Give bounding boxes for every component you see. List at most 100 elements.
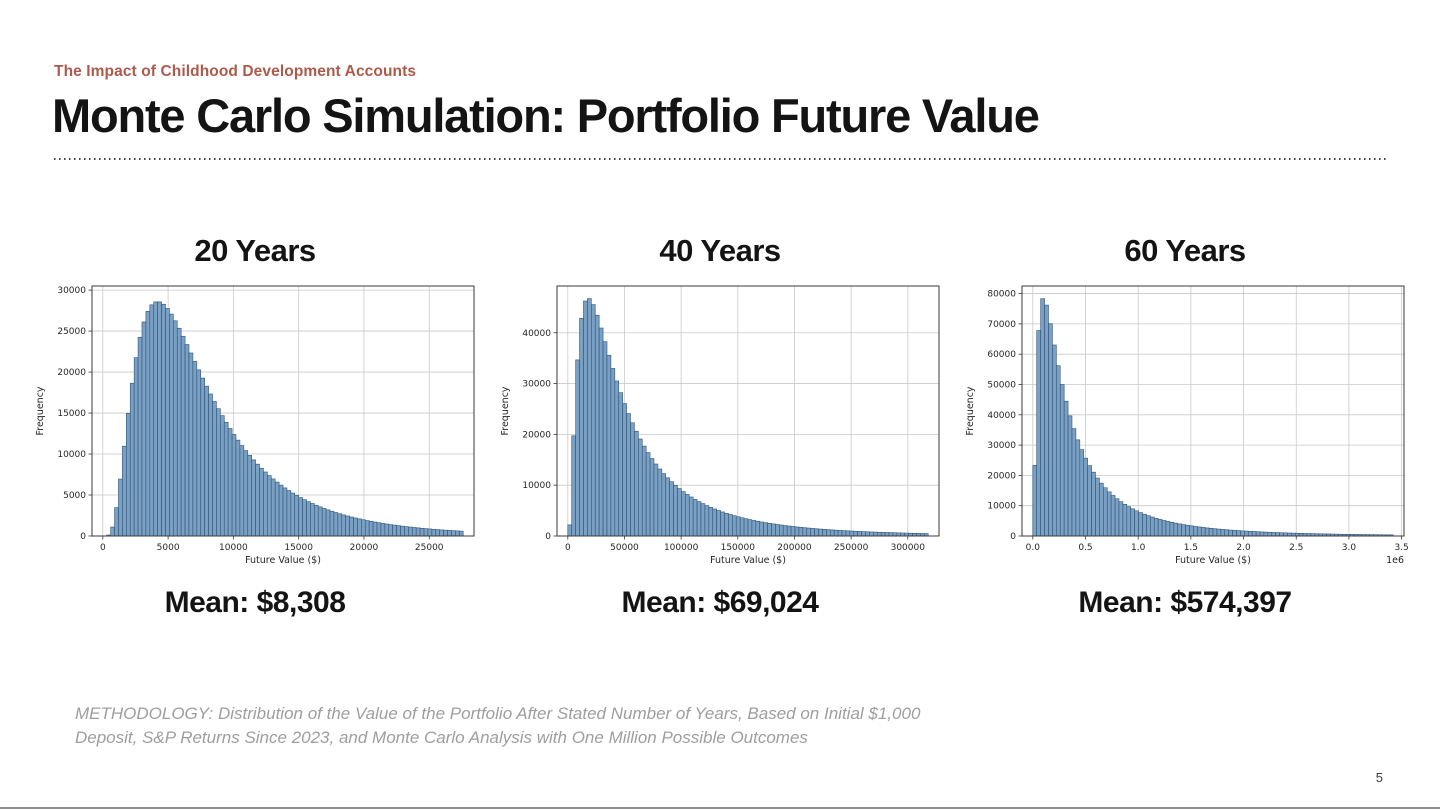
svg-text:70000: 70000	[987, 320, 1016, 330]
histogram-bar	[853, 530, 858, 537]
svg-text:50000: 50000	[987, 380, 1016, 390]
histogram-bar	[1224, 529, 1229, 537]
histogram-bar	[368, 521, 374, 537]
histogram-bar	[353, 517, 358, 537]
histogram-bar	[1146, 515, 1151, 537]
histogram-bar	[376, 522, 382, 537]
histogram-bar	[630, 422, 635, 537]
histogram-bar	[810, 528, 815, 537]
histogram-bar	[114, 507, 119, 537]
chart-mean-label: Mean: $8,308	[164, 586, 346, 619]
histogram-bar	[337, 513, 343, 537]
histogram-bar	[606, 354, 612, 537]
histogram-bar	[435, 529, 440, 537]
histogram-bar	[145, 311, 151, 537]
histogram-bar	[1040, 298, 1045, 537]
histogram-bar	[263, 471, 268, 537]
histogram-bar	[314, 504, 319, 537]
svg-text:150000: 150000	[721, 543, 756, 553]
histogram-bar	[594, 314, 600, 537]
histogram-bar	[1247, 531, 1253, 537]
histogram-bar	[861, 531, 866, 537]
histogram-bar	[802, 527, 808, 537]
svg-text:20000: 20000	[57, 368, 86, 378]
svg-text:300000: 300000	[891, 543, 926, 553]
methodology-note: METHODOLOGY: Distribution of the Value o…	[75, 704, 921, 748]
svg-text:100000: 100000	[664, 543, 699, 553]
svg-text:30000: 30000	[522, 380, 551, 390]
histogram-bar	[1138, 512, 1143, 537]
histogram-bar	[779, 524, 784, 537]
histogram-bar	[208, 393, 213, 537]
histogram-bar	[888, 532, 894, 537]
histogram-bar	[223, 421, 229, 537]
histogram-bar	[247, 455, 252, 537]
histogram-bar	[220, 415, 225, 537]
svg-text:10000: 10000	[219, 543, 248, 553]
histogram-bar	[1087, 465, 1092, 537]
histogram-bar	[290, 492, 296, 537]
histogram-bar	[673, 484, 678, 537]
histogram-bar	[790, 526, 796, 537]
histogram-bar	[677, 488, 682, 537]
chart-block: 60 Years 0.0 0.5 1.0 1.5 2.0 2.5 3.0 3.5 0 10000 20…	[960, 232, 1410, 620]
histogram-bar	[829, 529, 835, 537]
dotted-divider	[54, 158, 1386, 160]
svg-text:20000: 20000	[522, 430, 551, 440]
histogram-bar	[739, 517, 745, 537]
histogram-bar	[423, 528, 429, 537]
histogram-bar	[771, 523, 776, 537]
histogram-bar	[712, 508, 717, 537]
histogram-bar	[341, 514, 346, 537]
histogram-bar	[415, 527, 421, 537]
histogram-bar	[614, 380, 620, 537]
histogram-bar	[1110, 495, 1116, 537]
svg-text:2.5: 2.5	[1289, 543, 1303, 553]
svg-text:10000: 10000	[57, 450, 86, 460]
histogram-bar	[267, 475, 272, 537]
histogram-bar	[641, 445, 647, 537]
histogram-bar	[274, 481, 280, 537]
histogram-bar	[657, 468, 663, 537]
histogram-bar	[259, 467, 264, 537]
histogram-bar	[661, 473, 667, 537]
histogram-bar	[388, 524, 393, 537]
histogram-bar	[1044, 304, 1049, 537]
histogram-bar	[767, 523, 772, 537]
svg-text:30000: 30000	[987, 441, 1016, 451]
histogram-bar	[747, 519, 753, 537]
svg-text:15000: 15000	[57, 409, 86, 419]
histogram-bars	[106, 301, 464, 537]
histogram-bar	[349, 516, 354, 537]
histogram-bar	[732, 515, 737, 537]
histogram-bar	[380, 523, 386, 537]
svg-text:3.5: 3.5	[1394, 543, 1408, 553]
histogram-bar	[743, 518, 749, 537]
histogram-bar	[1134, 510, 1139, 537]
histogram-bar	[1208, 528, 1214, 537]
histogram-bar	[235, 439, 241, 537]
histogram-bar	[1255, 531, 1261, 537]
histogram-bar	[1161, 520, 1167, 537]
page-title: Monte Carlo Simulation: Portfolio Future…	[52, 89, 1040, 142]
histogram-bar	[700, 503, 706, 537]
svg-text:0: 0	[80, 532, 86, 542]
histogram-bar	[286, 490, 292, 537]
histogram-bar	[567, 524, 573, 537]
histogram-bar	[411, 527, 417, 537]
histogram-bar	[818, 528, 823, 537]
histogram-bar	[1083, 457, 1088, 537]
y-axis-label: Frequency	[35, 386, 46, 435]
svg-text:5000: 5000	[157, 543, 180, 553]
histogram-bar	[1216, 528, 1222, 537]
histogram-bar	[1071, 428, 1077, 537]
histogram-bar	[591, 304, 596, 537]
histogram-bar	[751, 520, 757, 537]
histogram-bar	[133, 357, 139, 537]
histogram-bar	[649, 458, 655, 537]
svg-text:60000: 60000	[987, 350, 1016, 360]
histogram-bar	[1048, 323, 1053, 537]
histogram-bar	[306, 501, 311, 537]
histogram-bar	[204, 385, 209, 537]
